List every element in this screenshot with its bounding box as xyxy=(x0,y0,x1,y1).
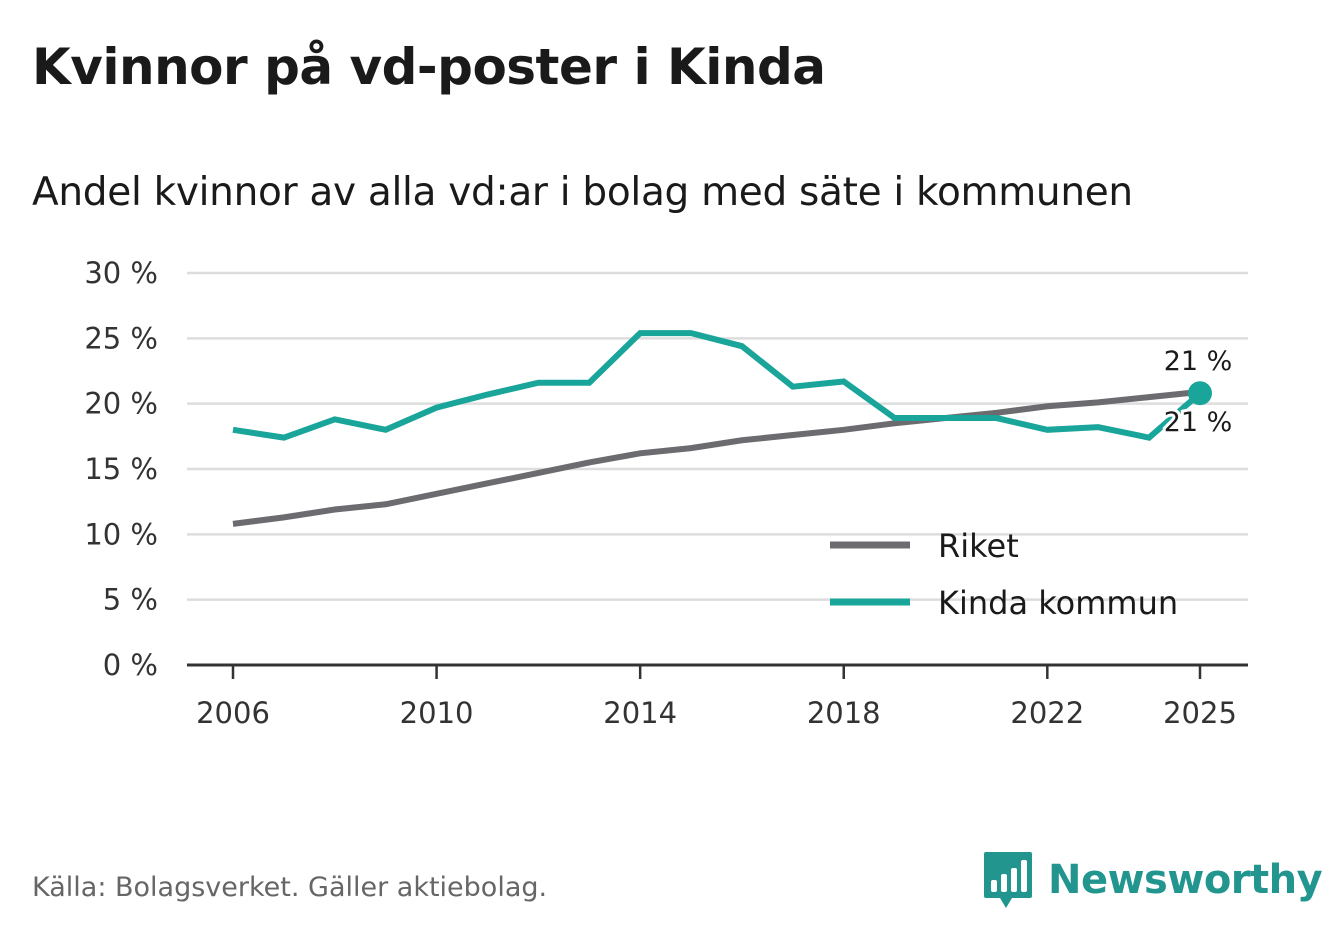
x-tick-label: 2025 xyxy=(1163,696,1237,730)
y-tick-label: 15 % xyxy=(84,452,158,486)
y-tick-label: 20 % xyxy=(84,387,158,421)
legend-label-kinda-kommun: Kinda kommun xyxy=(938,584,1178,622)
y-axis-ticks: 0 % 5 % 10 % 15 % 20 % 25 % 30 % xyxy=(84,256,158,682)
chart-subtitle: Andel kvinnor av alla vd:ar i bolag med … xyxy=(32,170,1133,215)
x-axis-ticks: 2006 2010 2014 2018 2022 2025 xyxy=(196,665,1237,730)
y-tick-label: 0 % xyxy=(103,648,158,682)
legend: Riket Kinda kommun xyxy=(830,527,1178,622)
y-tick-label: 5 % xyxy=(103,583,158,617)
chart-title: Kvinnor på vd-poster i Kinda xyxy=(32,38,826,96)
newsworthy-logo-icon xyxy=(984,852,1032,908)
end-label-kinda: 21 % xyxy=(1164,407,1233,438)
x-tick-label: 2010 xyxy=(400,696,474,730)
end-label-riket: 21 % xyxy=(1164,346,1233,377)
x-tick-label: 2014 xyxy=(603,696,677,730)
series-line-riket xyxy=(232,388,1201,527)
legend-label-riket: Riket xyxy=(938,527,1019,565)
series-line-kinda-kommun xyxy=(232,330,1202,441)
x-tick-label: 2018 xyxy=(807,696,881,730)
series-lines xyxy=(232,330,1202,527)
end-labels: 21 % 21 % xyxy=(1161,343,1236,441)
y-tick-label: 25 % xyxy=(84,321,158,355)
y-tick-label: 30 % xyxy=(84,256,158,290)
y-tick-label: 10 % xyxy=(84,517,158,551)
source-note: Källa: Bolagsverket. Gäller aktiebolag. xyxy=(32,872,548,903)
x-tick-label: 2022 xyxy=(1010,696,1084,730)
end-point-marker xyxy=(1188,381,1212,406)
x-tick-label: 2006 xyxy=(196,696,270,730)
newsworthy-logo: Newsworthy xyxy=(982,850,1322,910)
newsworthy-logo-text: Newsworthy xyxy=(1048,857,1322,903)
